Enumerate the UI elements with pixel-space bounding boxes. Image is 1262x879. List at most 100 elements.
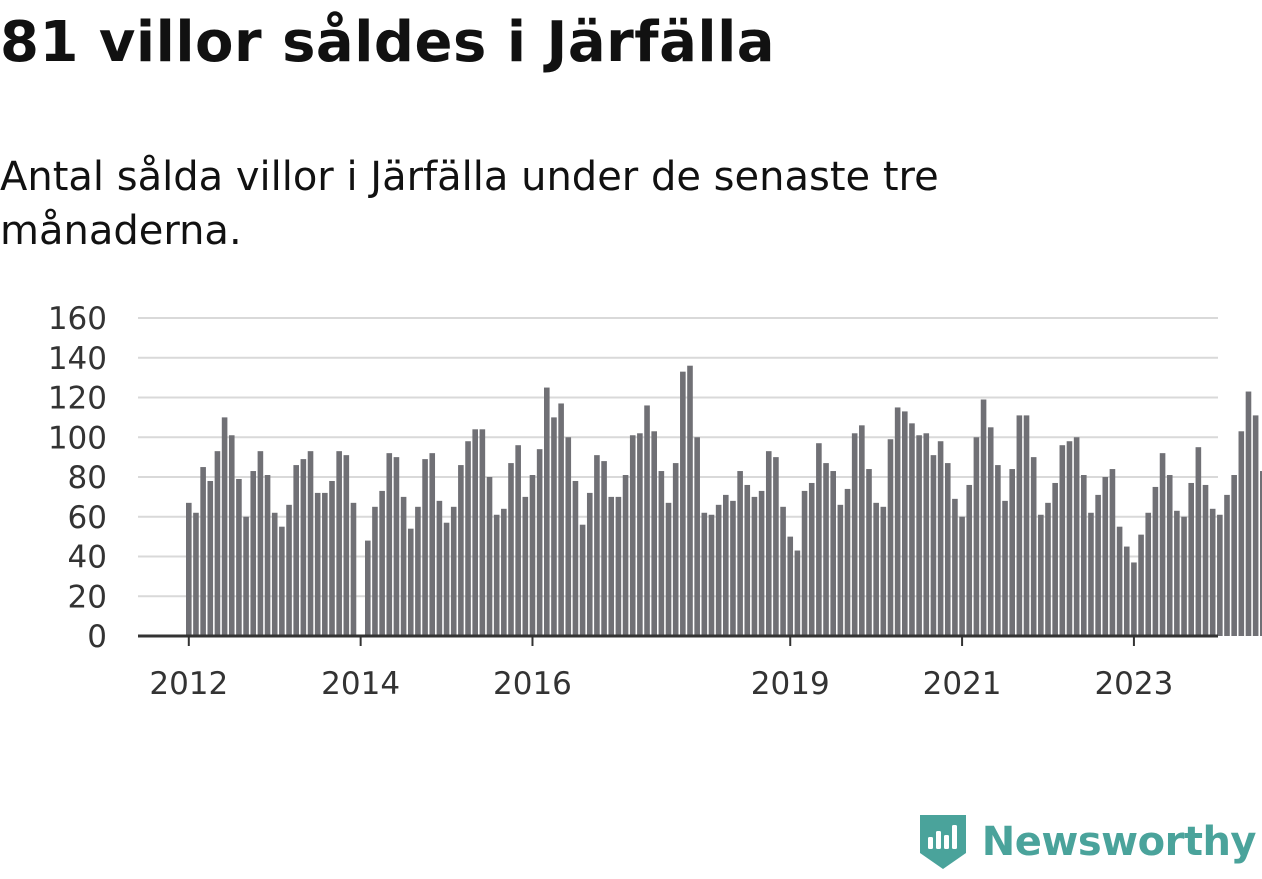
bar xyxy=(637,433,643,636)
bar xyxy=(300,459,307,636)
bar xyxy=(400,496,407,637)
y-tick-label-120: 120 xyxy=(48,381,107,417)
bar xyxy=(1152,486,1159,636)
bar xyxy=(1209,508,1216,636)
bar xyxy=(214,451,221,636)
bar xyxy=(336,451,342,636)
bar xyxy=(1109,469,1116,636)
bar xyxy=(902,411,908,636)
y-tick-label-0: 0 xyxy=(87,619,107,655)
bar xyxy=(193,512,199,636)
bar xyxy=(866,469,872,636)
bar xyxy=(1116,526,1123,636)
bar xyxy=(307,451,314,636)
bar xyxy=(987,427,994,636)
y-tick-label-80: 80 xyxy=(68,460,107,496)
bar xyxy=(651,431,657,636)
bar xyxy=(458,465,464,636)
x-tick-label-2014: 2014 xyxy=(321,666,400,702)
bar xyxy=(515,445,521,636)
bar xyxy=(479,429,486,636)
bar xyxy=(465,441,471,636)
bar xyxy=(1238,431,1245,636)
bar xyxy=(1081,475,1087,636)
bar xyxy=(228,435,235,636)
bar xyxy=(579,524,586,636)
bar xyxy=(372,506,378,636)
bar xyxy=(1023,415,1030,636)
bar xyxy=(658,471,665,636)
bar xyxy=(744,484,751,636)
bar xyxy=(608,496,615,637)
bar xyxy=(1202,484,1209,636)
bar xyxy=(973,437,980,636)
bar xyxy=(322,492,328,636)
bar xyxy=(916,435,922,636)
bar xyxy=(851,433,858,636)
bar xyxy=(236,478,242,636)
bar xyxy=(551,417,557,637)
bar xyxy=(873,502,879,636)
bar xyxy=(751,496,758,637)
bar xyxy=(708,514,715,636)
bar xyxy=(859,425,865,636)
bar xyxy=(773,457,779,637)
bar xyxy=(1066,441,1073,636)
bar xyxy=(443,522,450,636)
y-tick-label-160: 160 xyxy=(48,301,107,337)
bar xyxy=(200,467,206,636)
bar xyxy=(565,437,572,636)
bar xyxy=(966,484,973,636)
bar xyxy=(680,371,686,636)
bar xyxy=(271,512,278,636)
bar xyxy=(694,437,700,636)
bar xyxy=(765,451,772,636)
newsworthy-logo-icon xyxy=(919,815,966,869)
bar xyxy=(207,480,214,636)
bar xyxy=(1188,482,1194,636)
bar xyxy=(1174,510,1180,636)
bar xyxy=(436,500,443,636)
bar xyxy=(1030,457,1037,637)
y-tick-label-40: 40 xyxy=(68,540,107,576)
bar xyxy=(665,502,672,636)
bar xyxy=(730,500,736,636)
newsworthy-logo: Newsworthy xyxy=(918,813,1257,871)
bar xyxy=(808,482,815,636)
bar xyxy=(1088,512,1094,636)
bar xyxy=(1073,437,1080,636)
bar xyxy=(672,463,679,636)
x-tick-label-2016: 2016 xyxy=(493,666,572,702)
bar xyxy=(572,480,579,636)
bar xyxy=(379,490,385,636)
bar xyxy=(393,457,400,637)
bar xyxy=(558,403,564,636)
y-tick-label-140: 140 xyxy=(48,341,107,377)
bar xyxy=(837,504,844,636)
bar xyxy=(1131,562,1137,636)
bar xyxy=(1059,445,1066,636)
bar xyxy=(952,498,958,636)
chart-headline: 81 villor såldes i Järfälla xyxy=(0,10,776,75)
bar xyxy=(422,459,428,636)
bar xyxy=(723,494,729,636)
bar xyxy=(715,504,722,636)
bar xyxy=(1224,494,1230,636)
y-tick-label-20: 20 xyxy=(68,579,107,615)
bar xyxy=(365,540,371,636)
bar xyxy=(508,463,514,636)
bar xyxy=(286,504,292,636)
bar xyxy=(737,471,743,636)
bar xyxy=(880,506,887,636)
bar xyxy=(780,506,786,636)
bar xyxy=(959,516,965,636)
y-tick-label-60: 60 xyxy=(68,500,107,536)
bar xyxy=(1260,471,1262,636)
bar xyxy=(1231,475,1237,636)
bar xyxy=(501,508,507,636)
bar xyxy=(622,475,629,636)
bar xyxy=(644,405,650,636)
bar xyxy=(1002,500,1008,636)
bar xyxy=(830,471,836,636)
bar xyxy=(944,463,951,636)
